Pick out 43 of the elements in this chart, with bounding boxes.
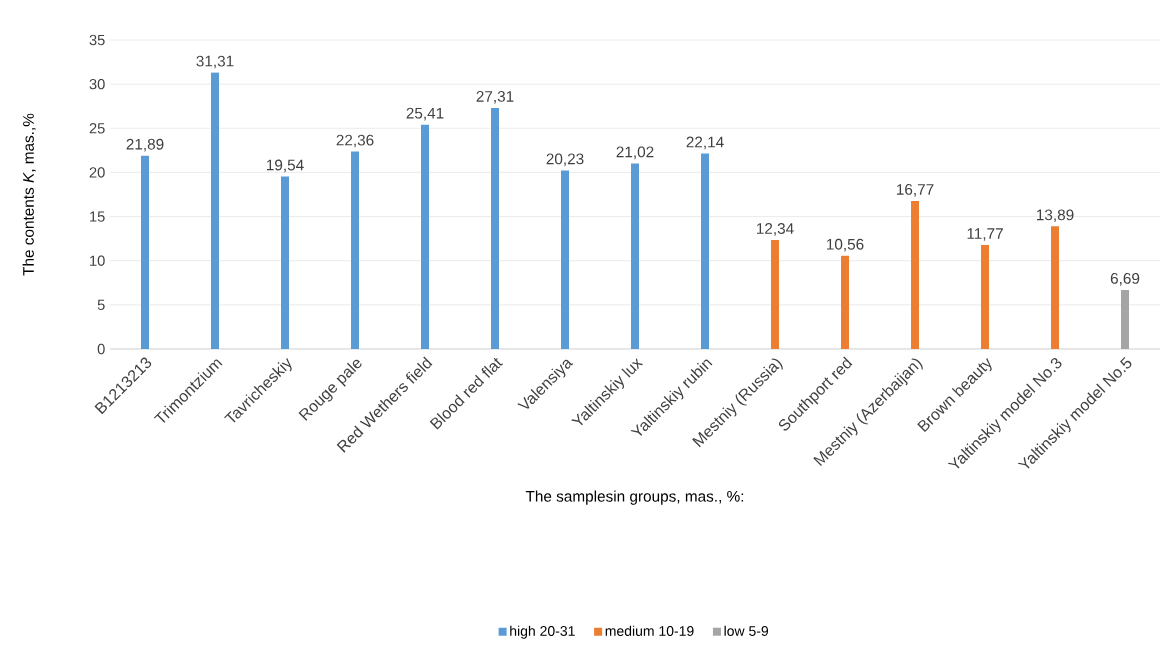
y-axis-title: The contents K, mas.,%: [22, 113, 36, 276]
bar: [421, 124, 430, 349]
bar: [911, 200, 920, 349]
y-tick-label: 15: [90, 211, 105, 222]
y-tick-label: 20: [89, 167, 105, 178]
legend-label: medium 10-19: [605, 625, 694, 636]
data-label: 21,02: [616, 146, 654, 160]
y-tick-label: 5: [97, 299, 105, 310]
y-tick-label: 35: [89, 34, 105, 46]
bar: [561, 170, 570, 349]
y-tick-label: 25: [89, 123, 105, 134]
bar: [771, 240, 780, 349]
data-label: 16,77: [897, 184, 934, 197]
data-label: 11,77: [967, 228, 1003, 241]
data-label: 10,56: [827, 238, 864, 252]
bar: [981, 245, 990, 349]
data-label: 25,41: [406, 107, 444, 121]
data-label: 22,14: [686, 136, 724, 150]
bar: [631, 163, 640, 349]
data-label: 12,34: [757, 223, 794, 236]
data-label: 6,69: [1110, 273, 1140, 286]
data-label: 19,54: [266, 159, 304, 173]
bar: [1051, 226, 1060, 349]
y-tick-label: 10: [90, 255, 105, 266]
bar: [211, 72, 220, 349]
bar: [701, 153, 710, 349]
data-label: 21,89: [126, 138, 164, 152]
y-tick-label: 30: [89, 78, 105, 90]
x-axis-title: The samplesin groups, mas., %:: [525, 490, 744, 505]
y-tick-label: 0: [97, 343, 105, 355]
bar: [491, 107, 500, 349]
bar: [841, 255, 850, 349]
data-label: 27,31: [476, 90, 514, 104]
data-label: 20,23: [546, 153, 584, 167]
data-label: 31,31: [196, 55, 234, 69]
legend-label: high 20-31: [510, 625, 575, 639]
bar: [1121, 289, 1130, 349]
data-label: 13,89: [1037, 209, 1074, 223]
bar: [281, 176, 290, 349]
bar: [141, 155, 150, 349]
data-label: 22,36: [336, 134, 374, 148]
legend-label: low 5-9: [724, 625, 769, 636]
bar: [351, 151, 360, 349]
